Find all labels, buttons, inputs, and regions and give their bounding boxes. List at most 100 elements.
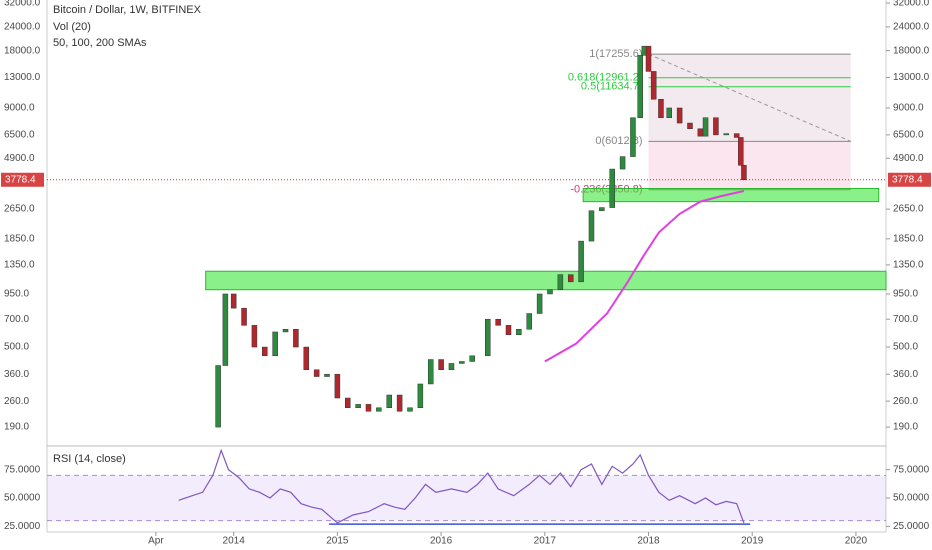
y-tick-label: 4900.0	[4, 153, 35, 164]
candle	[241, 307, 247, 326]
y-tick-label: 4900.0	[893, 153, 924, 164]
support-zone	[205, 270, 887, 291]
indicator-label: Vol (20)	[53, 21, 91, 33]
candle	[588, 210, 595, 242]
candle	[334, 373, 341, 399]
candle	[609, 168, 615, 208]
fib-zone	[648, 141, 851, 190]
candle	[251, 325, 258, 348]
y-tick-label: 9000.0	[4, 103, 35, 114]
y-tick-label: 1350.0	[893, 260, 924, 271]
y-tick-label: 260.0	[4, 396, 29, 407]
candle	[547, 289, 553, 295]
rsi-tick-label: 25.0000	[4, 521, 41, 532]
candle	[386, 394, 392, 409]
rsi-title: RSI (14, close)	[53, 453, 126, 465]
x-tick-label: 2014	[223, 536, 246, 547]
chart-title: Bitcoin / Dollar, 1W, BITFINEX	[53, 4, 202, 16]
candle	[599, 207, 605, 211]
candle	[495, 318, 501, 326]
candle	[666, 107, 672, 118]
candle	[365, 404, 372, 412]
y-tick-label: 18000.0	[893, 45, 930, 56]
candle	[293, 329, 299, 348]
y-tick-label: 24000.0	[893, 21, 930, 32]
rsi-tick-label: 25.0000	[893, 521, 930, 532]
candle	[407, 407, 413, 412]
y-tick-label: 190.0	[893, 422, 918, 433]
candle	[733, 133, 740, 138]
x-tick-label: Apr	[148, 536, 164, 547]
candle	[536, 293, 543, 314]
y-tick-label: 1850.0	[4, 233, 35, 244]
candle	[702, 117, 709, 137]
y-tick-label: 950.0	[893, 289, 918, 300]
fib-label: 0.5(11634.7)	[581, 81, 643, 93]
candle	[567, 274, 574, 283]
candle	[345, 397, 351, 409]
y-tick-label: 1850.0	[893, 233, 924, 244]
candle	[485, 318, 491, 357]
x-tick-label: 2019	[741, 536, 764, 547]
candle	[738, 137, 744, 166]
support-zone	[582, 187, 880, 203]
candle	[324, 373, 330, 377]
candle	[303, 346, 310, 371]
y-tick-label: 9000.0	[893, 103, 924, 114]
indicator-label: 50, 100, 200 SMAs	[53, 37, 147, 49]
y-tick-label: 500.0	[893, 342, 918, 353]
candle	[650, 71, 657, 100]
price-badge-label: 3778.4	[5, 174, 36, 185]
candle	[222, 293, 229, 366]
candle	[713, 117, 719, 136]
candle	[230, 293, 237, 309]
y-tick-label: 260.0	[893, 396, 918, 407]
candle	[355, 404, 361, 409]
fib-zone	[648, 54, 851, 142]
y-tick-label: 500.0	[4, 342, 29, 353]
rsi-line	[178, 448, 745, 524]
price-badge-label: 3778.4	[892, 174, 923, 185]
x-tick-label: 2020	[845, 536, 868, 547]
candle	[630, 117, 636, 157]
candle	[448, 363, 455, 371]
rsi-tick-label: 75.0000	[4, 464, 41, 475]
y-tick-label: 6500.0	[4, 130, 35, 141]
y-tick-label: 18000.0	[4, 45, 41, 56]
price-badge	[888, 172, 931, 187]
candle	[215, 365, 221, 428]
y-tick-label: 1350.0	[4, 260, 35, 271]
rsi-tick-label: 50.0000	[893, 493, 930, 504]
y-tick-label: 32000.0	[4, 0, 41, 9]
fib-label: 0.618(12961.2)	[568, 72, 643, 84]
candle	[396, 394, 403, 412]
candle	[676, 107, 683, 124]
y-tick-label: 32000.0	[893, 0, 930, 9]
y-tick-label: 950.0	[4, 289, 29, 300]
candle	[645, 45, 652, 72]
x-tick-label: 2016	[430, 536, 453, 547]
candle	[459, 361, 465, 364]
y-tick-label: 2650.0	[4, 204, 35, 215]
y-tick-label: 190.0	[4, 422, 29, 433]
y-tick-label: 13000.0	[4, 72, 41, 83]
candle	[417, 383, 424, 409]
candle	[505, 325, 512, 336]
y-tick-label: 2650.0	[893, 204, 924, 215]
x-tick-label: 2018	[637, 536, 660, 547]
sma-line	[544, 190, 745, 363]
y-tick-label: 360.0	[893, 369, 918, 380]
y-tick-label: 13000.0	[893, 72, 930, 83]
candle	[687, 122, 693, 130]
x-tick-label: 2017	[534, 536, 557, 547]
candle	[262, 346, 268, 357]
y-tick-label: 700.0	[4, 314, 29, 325]
candle	[578, 240, 584, 283]
price-badge	[1, 172, 44, 187]
candle	[313, 369, 320, 377]
candle	[427, 359, 434, 385]
candle	[438, 359, 444, 371]
candle	[619, 156, 626, 170]
